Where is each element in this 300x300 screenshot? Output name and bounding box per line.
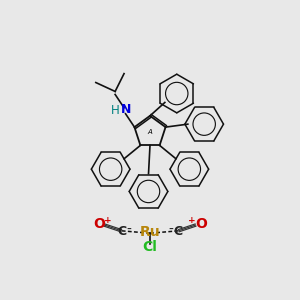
Text: +: +: [104, 216, 112, 225]
Text: -: -: [169, 223, 173, 237]
Text: H: H: [111, 104, 120, 117]
Text: C: C: [174, 225, 183, 238]
Text: +: +: [188, 216, 196, 225]
Text: Cl: Cl: [142, 240, 158, 254]
Text: A: A: [148, 129, 152, 135]
Text: O: O: [93, 217, 105, 231]
Text: C: C: [117, 225, 126, 238]
Text: N: N: [121, 103, 131, 116]
Text: O: O: [195, 217, 207, 231]
Text: -: -: [127, 223, 131, 237]
Text: Ru: Ru: [140, 225, 160, 239]
